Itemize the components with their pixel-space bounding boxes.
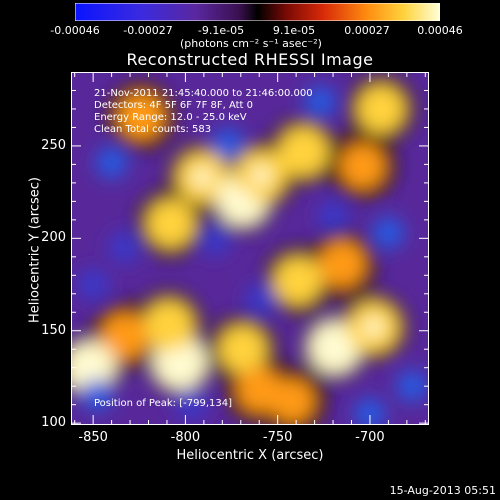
heatmap-bright-region [145, 198, 196, 249]
heatmap-dark-region [353, 397, 386, 425]
y-tick-label: 150 [41, 322, 66, 338]
heatmap-dark-region [95, 146, 128, 179]
colorbar-tick-label: -9.1e-05 [197, 24, 245, 37]
annotation-energy: Energy Range: 12.0 - 25.0 keV [94, 112, 247, 123]
heatmap-dark-region [317, 200, 350, 233]
colorbar [75, 3, 440, 21]
x-tick-label: -750 [262, 430, 293, 445]
heatmap-plot [71, 72, 429, 425]
heatmap-bright-region [339, 143, 386, 190]
heatmap-bright-region [356, 84, 406, 134]
colorbar-units: (photons cm⁻² s⁻¹ asec⁻²) [180, 37, 322, 50]
annotation-detectors: Detectors: 4F 5F 6F 7F 8F, Att 0 [94, 100, 254, 111]
heatmap-dark-region [77, 268, 110, 301]
heatmap-peak-core [170, 353, 189, 372]
y-tick-label: 200 [41, 230, 66, 246]
y-tick-label: 100 [41, 415, 66, 431]
heatmap-bright-region [318, 240, 367, 288]
annotation-peak: Position of Peak: [-799,134] [94, 398, 232, 409]
heatmap-bright-region [273, 256, 323, 306]
annotation-time-range: 21-Nov-2011 21:45:40.000 to 21:46:00.000 [94, 88, 313, 99]
heatmap-bright-region [277, 125, 330, 178]
heatmap-peak-core [80, 358, 99, 377]
x-tick-label: -850 [78, 430, 108, 445]
colorbar-tick-label: 0.00046 [417, 24, 463, 37]
heatmap-peak-core [364, 318, 383, 337]
date-stamp: 15-Aug-2013 05:51 [389, 484, 496, 497]
heatmap-peak-core [193, 168, 212, 187]
heatmap-bright-region [100, 312, 149, 361]
x-axis-title: Heliocentric X (arcsec) [176, 448, 324, 463]
heatmap-dark-region [372, 216, 405, 249]
y-axis-title: Heliocentric Y (arcsec) [27, 177, 43, 323]
colorbar-tick-label: 9.1e-05 [272, 24, 316, 37]
annotation-clean: Clean Total counts: 583 [94, 124, 212, 135]
heatmap-dark-region [108, 231, 141, 264]
heatmap-dark-region [80, 379, 113, 412]
heatmap-bright-region [117, 92, 165, 141]
y-tick-label: 250 [41, 137, 66, 153]
colorbar-tick-label: -0.00046 [50, 24, 100, 37]
heatmap-dark-region [174, 388, 207, 421]
colorbar-tick-label: 0.00027 [344, 24, 390, 37]
chart-title: Reconstructed RHESSI Image [126, 50, 374, 69]
plot-frame [71, 72, 429, 425]
heatmap-peak-core [325, 338, 344, 357]
heatmap-dark-region [396, 370, 429, 403]
heatmap-peak-core [233, 190, 252, 209]
heatmap-bright-region [269, 378, 315, 424]
heatmap-peak-core [252, 166, 271, 185]
x-tick-label: -700 [355, 430, 385, 445]
heatmap-dark-region [211, 128, 244, 161]
heatmap-dark-region [304, 85, 337, 118]
heatmap-bright-region [217, 324, 268, 374]
heatmap-bright-region [143, 299, 195, 351]
heatmap-dark-region [245, 283, 278, 316]
colorbar-tick-label: -0.00027 [123, 24, 173, 37]
heatmap-dark-region [198, 224, 231, 257]
x-tick-label: -800 [170, 430, 201, 445]
